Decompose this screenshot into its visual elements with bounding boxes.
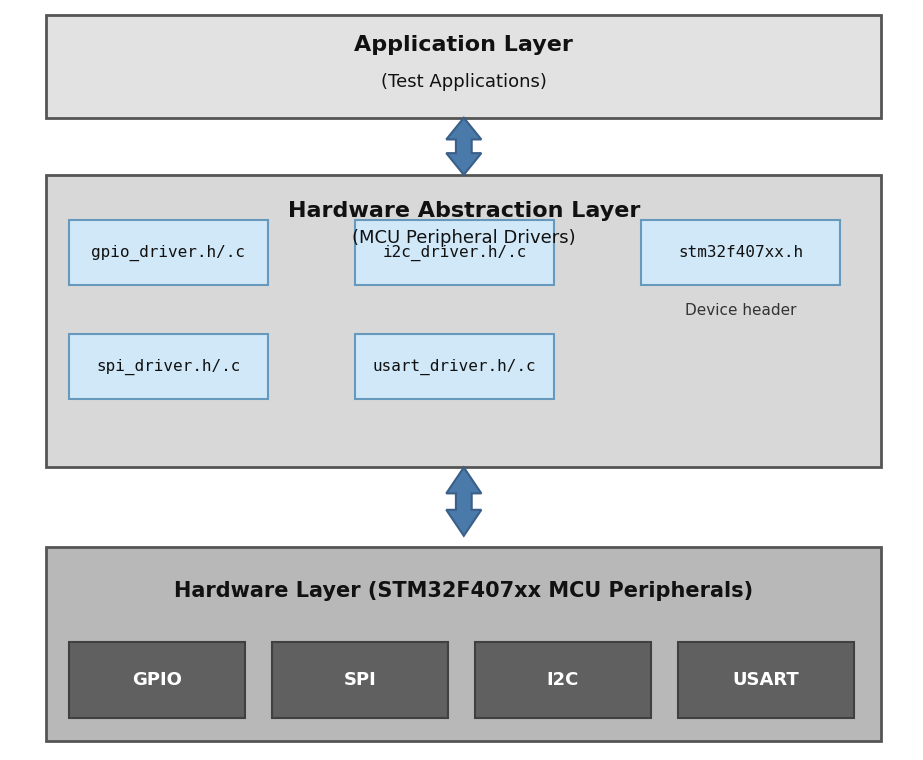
Text: spi_driver.h/.c: spi_driver.h/.c bbox=[96, 359, 241, 375]
Bar bbox=[69, 220, 268, 285]
Text: gpio_driver.h/.c: gpio_driver.h/.c bbox=[91, 245, 246, 261]
Text: Application Layer: Application Layer bbox=[354, 35, 573, 55]
Bar bbox=[475, 642, 651, 718]
Text: usart_driver.h/.c: usart_driver.h/.c bbox=[373, 359, 536, 375]
Text: SPI: SPI bbox=[343, 671, 377, 689]
Text: USART: USART bbox=[733, 671, 799, 689]
Bar bbox=[355, 334, 554, 399]
Text: GPIO: GPIO bbox=[132, 671, 182, 689]
Bar bbox=[69, 334, 268, 399]
Text: Device header: Device header bbox=[685, 302, 797, 318]
Text: i2c_driver.h/.c: i2c_driver.h/.c bbox=[382, 245, 527, 261]
Text: Hardware Abstraction Layer: Hardware Abstraction Layer bbox=[288, 201, 640, 221]
Text: stm32f407xx.h: stm32f407xx.h bbox=[678, 245, 803, 260]
Bar bbox=[272, 642, 448, 718]
Text: (MCU Peripheral Drivers): (MCU Peripheral Drivers) bbox=[352, 229, 576, 247]
Polygon shape bbox=[446, 118, 482, 175]
Bar bbox=[678, 642, 854, 718]
Polygon shape bbox=[446, 467, 482, 536]
Text: (Test Applications): (Test Applications) bbox=[381, 73, 546, 90]
Text: Hardware Layer (STM32F407xx MCU Peripherals): Hardware Layer (STM32F407xx MCU Peripher… bbox=[174, 581, 753, 601]
Bar bbox=[69, 642, 245, 718]
Bar bbox=[355, 220, 554, 285]
Bar bbox=[641, 220, 840, 285]
Bar bbox=[46, 175, 881, 467]
Bar bbox=[46, 547, 881, 741]
Bar bbox=[46, 15, 881, 118]
Text: I2C: I2C bbox=[546, 671, 580, 689]
